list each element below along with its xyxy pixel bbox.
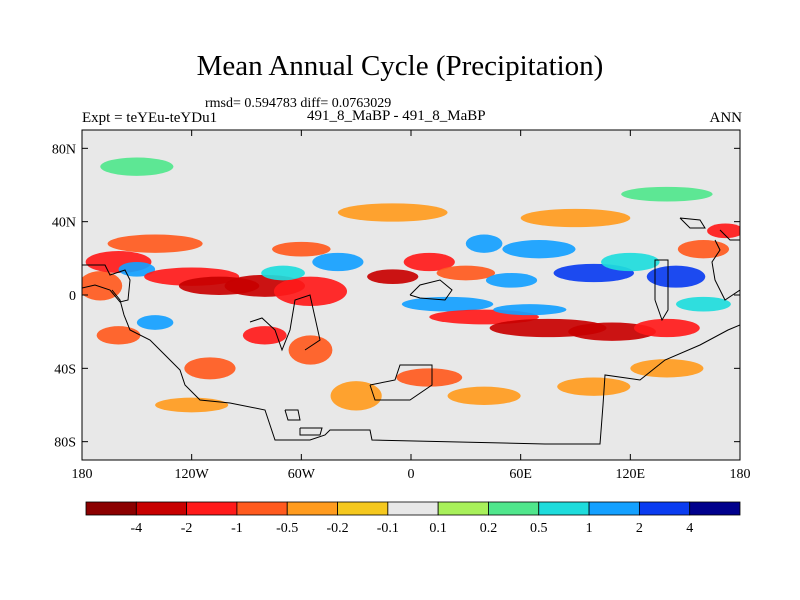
anomaly-blob-38	[630, 359, 704, 378]
anomaly-blob-36	[447, 386, 521, 406]
colorbar-label-2: -1	[231, 521, 243, 536]
colorbar-swatch-4	[286, 501, 338, 516]
experiment-label: Expt = teYEu-teYDu1	[82, 110, 218, 126]
anomaly-blob-33	[288, 335, 333, 365]
colorbar-swatch-10	[588, 501, 640, 516]
coastline-west-pacific	[82, 264, 131, 303]
colorbar-label-1: -2	[181, 521, 193, 536]
colorbar-swatch-7	[437, 501, 489, 516]
y-tick-label-1: 40N	[52, 216, 76, 231]
colorbar-swatch-0	[85, 501, 137, 516]
anomaly-blob-25	[568, 322, 656, 341]
x-tick-label-5: 120E	[616, 467, 646, 482]
colorbar-label-10: 2	[636, 521, 643, 536]
anomaly-field	[82, 157, 740, 413]
anomaly-blob-16	[502, 240, 576, 259]
colorbar-label-8: 0.5	[530, 521, 548, 536]
anomaly-blob-10	[312, 252, 364, 272]
x-tick-label-3: 0	[408, 467, 415, 482]
colorbar-label-11: 4	[686, 521, 693, 536]
colorbar-swatch-8	[488, 501, 540, 516]
anomaly-blob-27	[493, 304, 567, 316]
coastline-asia	[409, 279, 453, 301]
case-label: 491_8_MaBP - 491_8_MaBP	[307, 108, 486, 124]
x-tick-label-0: 180	[72, 467, 93, 482]
x-tick-label-4: 60E	[509, 467, 532, 482]
anomaly-blob-41	[520, 208, 631, 228]
coastline-island-b	[299, 427, 323, 436]
axes: 180 120W 60W 0 60E 120E 180 80N 40N 0 40S 80S	[52, 130, 751, 482]
coastline-south-america	[111, 289, 740, 445]
colorbar-swatch-9	[538, 501, 590, 516]
anomaly-blob-40	[337, 203, 448, 222]
anomaly-blob-35	[396, 368, 463, 387]
y-tick-label-3: 40S	[54, 362, 76, 377]
colorbar: -4 -2 -1 -0.5 -0.2 -0.1 0.1 0.2 0.5 1 2 4	[85, 501, 741, 536]
anomaly-blob-26	[633, 318, 700, 338]
colorbar-swatch-5	[337, 501, 389, 516]
colorbar-swatch-1	[135, 501, 188, 516]
colorbar-swatch-11	[638, 501, 691, 516]
anomaly-blob-9	[272, 241, 331, 257]
anomaly-blob-34	[330, 381, 382, 411]
anomaly-blob-14	[465, 234, 503, 253]
x-tick-label-6: 180	[730, 467, 751, 482]
anomaly-blob-18	[601, 252, 660, 272]
colorbar-swatch-2	[186, 501, 238, 516]
coastline-northeast	[679, 217, 706, 229]
coastline-north-pacific	[654, 259, 669, 322]
stats-label: rmsd= 0.594783 diff= 0.0763029	[205, 96, 392, 111]
anomaly-blob-19	[646, 265, 706, 288]
y-tick-label-0: 80N	[52, 142, 76, 157]
anomaly-blob-7	[273, 276, 348, 307]
anomaly-blob-21	[707, 223, 740, 239]
colorbar-swatch-12	[689, 501, 741, 516]
y-tick-label-2: 0	[69, 289, 76, 304]
y-tick-label-4: 80S	[54, 436, 76, 451]
anomaly-blob-15	[485, 273, 538, 288]
colorbar-label-6: 0.1	[429, 521, 447, 536]
x-tick-label-2: 60W	[288, 467, 316, 482]
anomaly-blob-32	[242, 326, 287, 345]
colorbar-swatch-6	[387, 501, 439, 516]
anomaly-blob-8	[261, 265, 305, 281]
colorbar-label-4: -0.2	[326, 521, 348, 536]
anomaly-blob-28	[676, 296, 731, 312]
coastline-island-a	[284, 409, 301, 421]
colorbar-label-9: 1	[586, 521, 593, 536]
anomaly-blob-13	[436, 265, 496, 281]
coastline-africa	[249, 294, 321, 352]
colorbar-label-5: -0.1	[377, 521, 399, 536]
anomaly-blob-22	[401, 296, 494, 312]
coastline-east-pacific	[711, 229, 740, 301]
anomaly-blob-29	[96, 326, 141, 345]
anomaly-blob-20	[677, 240, 730, 259]
colorbar-label-0: -4	[130, 521, 142, 536]
anomaly-blob-30	[136, 315, 174, 330]
chart-title: Mean Annual Cycle (Precipitation)	[196, 50, 604, 82]
colorbar-label-7: 0.2	[480, 521, 498, 536]
anomaly-blob-39	[155, 397, 229, 413]
anomaly-blob-2	[118, 262, 156, 277]
anomaly-blob-3	[107, 234, 203, 253]
anomaly-blob-12	[403, 252, 455, 272]
anomaly-blob-42	[621, 186, 713, 202]
anomaly-blob-31	[184, 357, 236, 380]
season-label: ANN	[709, 110, 743, 126]
anomaly-blob-37	[557, 377, 631, 396]
coastlines	[82, 217, 740, 445]
x-tick-label-1: 120W	[175, 467, 210, 482]
coastline-antarctic-ridge	[369, 364, 433, 401]
colorbar-swatch-3	[236, 501, 288, 516]
anomaly-blob-11	[367, 269, 419, 284]
colorbar-label-3: -0.5	[276, 521, 298, 536]
anomaly-blob-43	[100, 157, 174, 176]
